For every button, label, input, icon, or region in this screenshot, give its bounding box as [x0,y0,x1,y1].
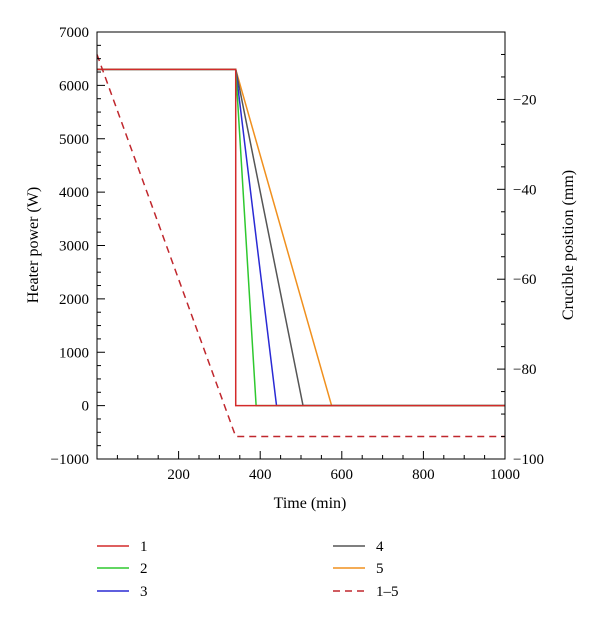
y-left-tick-label: 1000 [59,345,89,361]
y-left-axis-title: Heater power (W) [25,187,42,303]
y-left-tick-label: 5000 [59,132,89,148]
y-right-tick-label: −20 [513,92,536,108]
legend-label-2: 2 [140,561,148,577]
y-left-tick-label: 3000 [59,239,89,255]
series-layer [96,54,505,438]
y-right-axis-title: Crucible position (mm) [560,170,577,320]
x-tick-label: 800 [412,467,435,483]
legend: 1 2 3 4 5 1–5 [97,539,399,600]
legend-label-1: 1 [140,539,148,555]
x-axis-title: Time (min) [274,495,347,512]
legend-label-3: 3 [140,584,148,600]
x-tick-label: 400 [249,467,272,483]
series-line-5 [97,68,505,407]
y-right-tick-label: −80 [513,362,536,378]
series-line-3 [97,68,505,407]
series-line-1–5 [96,54,505,438]
y-right-tick-label: −60 [513,272,536,288]
legend-label-1–5: 1–5 [376,584,399,600]
series-line-1 [97,68,505,407]
x-tick-label: 1000 [490,467,520,483]
y-left-tick-label: −1000 [51,452,89,468]
x-tick-label: 200 [167,467,190,483]
y-right-tick-label: −100 [513,452,544,468]
y-left-tick-label: 2000 [59,292,89,308]
x-tick-label: 600 [331,467,354,483]
y-left-tick-label: 4000 [59,185,89,201]
series-line-4 [97,68,505,407]
axes-layer: 200 400 600 800 1000 −1000 0 1000 2000 3000 4000 50… [51,25,544,483]
y-right-tick-label: −40 [513,182,536,198]
y-left-tick-label: 6000 [59,78,89,94]
legend-label-4: 4 [376,539,384,555]
y-left-tick-label: 7000 [59,25,89,41]
series-line-2 [97,68,505,407]
y-left-tick-label: 0 [82,399,90,415]
legend-label-5: 5 [376,561,384,577]
